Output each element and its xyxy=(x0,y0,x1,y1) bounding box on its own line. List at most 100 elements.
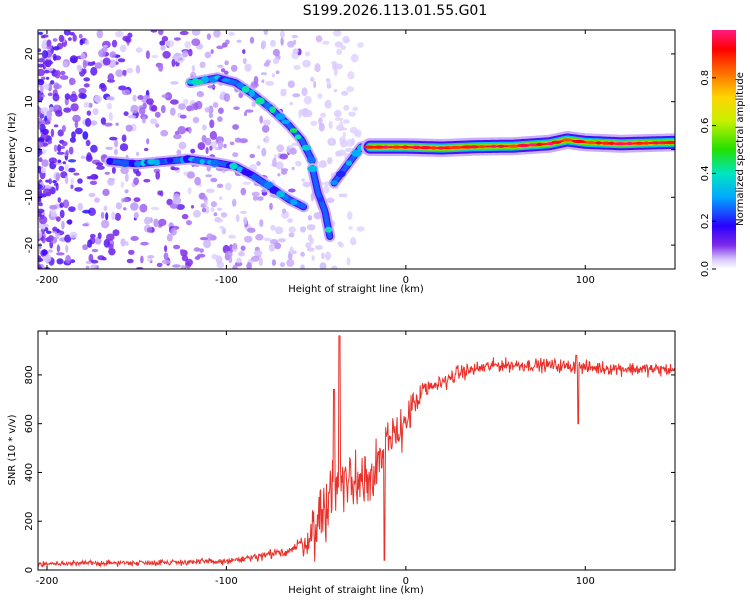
spectrogram-marks xyxy=(38,30,675,269)
spectrogram-carrier-blob xyxy=(516,143,531,148)
spectrogram-noise-cell xyxy=(225,251,233,258)
spectrogram-noise-cell xyxy=(270,224,276,231)
spectrogram-trace-blob xyxy=(307,165,318,173)
spectrogram-noise-cell xyxy=(315,62,320,72)
spectrogram-noise-cell xyxy=(133,212,139,219)
spectrogram-noise-cell xyxy=(62,161,67,165)
spectrogram-noise-cell xyxy=(234,137,242,143)
spectrogram-noise-cell xyxy=(43,253,52,263)
spectrogram-noise-cell xyxy=(279,153,289,160)
spectrogram-noise-cell xyxy=(184,41,191,49)
spectrogram-noise-cell xyxy=(71,131,76,139)
spectrogram-noise-cell xyxy=(44,115,48,122)
spectrogram-noise-cell xyxy=(59,146,66,149)
spectrogram-noise-cell xyxy=(229,141,235,146)
spectrogram-carrier-blob xyxy=(635,141,644,145)
spectrogram-noise-cell xyxy=(38,215,48,225)
spectrogram-noise-cell xyxy=(352,106,359,112)
colorbar-tick-label: 0.2 xyxy=(700,213,711,229)
spectrogram-noise-cell xyxy=(342,193,348,198)
spectrogram-noise-cell xyxy=(113,148,118,156)
spectrogram-trace-blob xyxy=(241,86,250,93)
spectrogram-noise-cell xyxy=(70,184,74,190)
spectrogram-carrier-blob xyxy=(551,140,562,144)
spectrogram-noise-cell xyxy=(100,211,105,219)
spectrogram-noise-cell xyxy=(228,244,234,254)
spectrogram-noise-cell xyxy=(40,35,46,39)
spectrogram-noise-cell xyxy=(171,55,180,60)
spectrogram-noise-cell xyxy=(72,114,81,123)
spectrogram-trace-blob xyxy=(318,197,324,203)
x-tick-label: 100 xyxy=(576,275,595,286)
spectrogram-noise-cell xyxy=(55,216,61,222)
spectrogram-noise-cell xyxy=(58,34,65,43)
spectrogram-noise-cell xyxy=(231,198,237,207)
spectrogram-noise-cell xyxy=(52,226,58,232)
spectrogram-noise-cell xyxy=(306,247,315,252)
spectrogram-noise-cell xyxy=(356,226,365,232)
spectrogram-noise-cell xyxy=(53,104,60,110)
spectrogram-noise-cell xyxy=(243,111,248,117)
spectrogram-noise-cell xyxy=(242,49,246,55)
spectrogram-noise-cell xyxy=(163,252,169,260)
spectrogram-noise-cell xyxy=(48,157,58,164)
spectrogram-noise-cell xyxy=(103,238,111,248)
spectrogram-carrier-blob xyxy=(418,146,433,150)
spectrogram-noise-cell xyxy=(146,138,150,145)
spectrogram-trace-blob xyxy=(255,97,265,105)
spectrogram-trace-blob xyxy=(307,156,316,164)
spectrogram-noise-cell xyxy=(151,54,159,59)
spectrogram-noise-cell xyxy=(199,61,206,68)
spectrogram-noise-cell xyxy=(69,137,76,143)
spectrogram-noise-cell xyxy=(205,147,209,154)
spectrogram-noise-cell xyxy=(97,255,105,261)
spectrogram-noise-cell xyxy=(90,259,99,264)
spectrogram-trace-blob xyxy=(294,134,302,140)
spectrogram-noise-cell xyxy=(92,108,99,116)
snr-frame xyxy=(37,330,676,571)
spectrogram-noise-cell xyxy=(293,64,301,70)
spectrogram-noise-cell xyxy=(258,257,263,267)
spectrogram-noise-cell xyxy=(38,63,45,68)
spectrogram-noise-cell xyxy=(232,264,238,269)
spectrogram-noise-cell xyxy=(251,191,260,197)
spectrogram-noise-cell xyxy=(125,241,129,246)
spectrogram-noise-cell xyxy=(343,104,350,111)
spectrogram-noise-cell xyxy=(211,254,218,260)
spectrogram-noise-cell xyxy=(264,135,270,144)
spectrogram-noise-cell xyxy=(60,70,66,76)
spectrogram-noise-cell xyxy=(49,106,54,112)
spectrogram-noise-cell xyxy=(122,198,129,203)
spectrogram-noise-cell xyxy=(54,183,59,187)
spectrogram-noise-cell xyxy=(212,102,219,108)
spectrogram-noise-cell xyxy=(38,48,42,53)
spectrogram-noise-cell xyxy=(225,39,230,45)
spectrogram-noise-cell xyxy=(292,93,301,98)
spectrogram-noise-cell xyxy=(59,209,65,219)
spectrogram-noise-cell xyxy=(97,232,102,239)
spectrogram-noise-cell xyxy=(218,107,224,114)
spectrogram-noise-cell xyxy=(280,30,285,39)
spectrogram-noise-cell xyxy=(306,224,316,231)
spectrogram-noise-cell xyxy=(313,80,317,89)
spectrogram-noise-cell xyxy=(137,95,144,100)
spectrogram-noise-cell xyxy=(347,211,353,220)
spectrogram-noise-cell xyxy=(53,82,60,90)
spectrogram-noise-cell xyxy=(244,63,252,72)
spectrogram-noise-cell xyxy=(105,146,113,150)
spectrogram-carrier-blob xyxy=(663,140,675,145)
spectrogram-carrier-blob xyxy=(613,142,627,146)
spectrogram-noise-cell xyxy=(190,205,195,209)
spectrogram-noise-cell xyxy=(287,80,295,88)
spectrogram-noise-cell xyxy=(240,245,246,251)
spectrogram-noise-cell xyxy=(85,265,90,269)
spectrogram-noise-cell xyxy=(54,69,61,79)
spectrogram-noise-cell xyxy=(83,102,90,108)
spectrogram-noise-cell xyxy=(115,202,122,210)
spectrogram-noise-cell xyxy=(126,67,134,74)
spectrogram-carrier-blob xyxy=(490,144,497,148)
spectrogram-noise-cell xyxy=(251,101,256,108)
spectrogram-noise-cell xyxy=(341,90,349,96)
spectrogram-noise-cell xyxy=(70,177,74,186)
spectrogram-noise-cell xyxy=(38,183,43,190)
